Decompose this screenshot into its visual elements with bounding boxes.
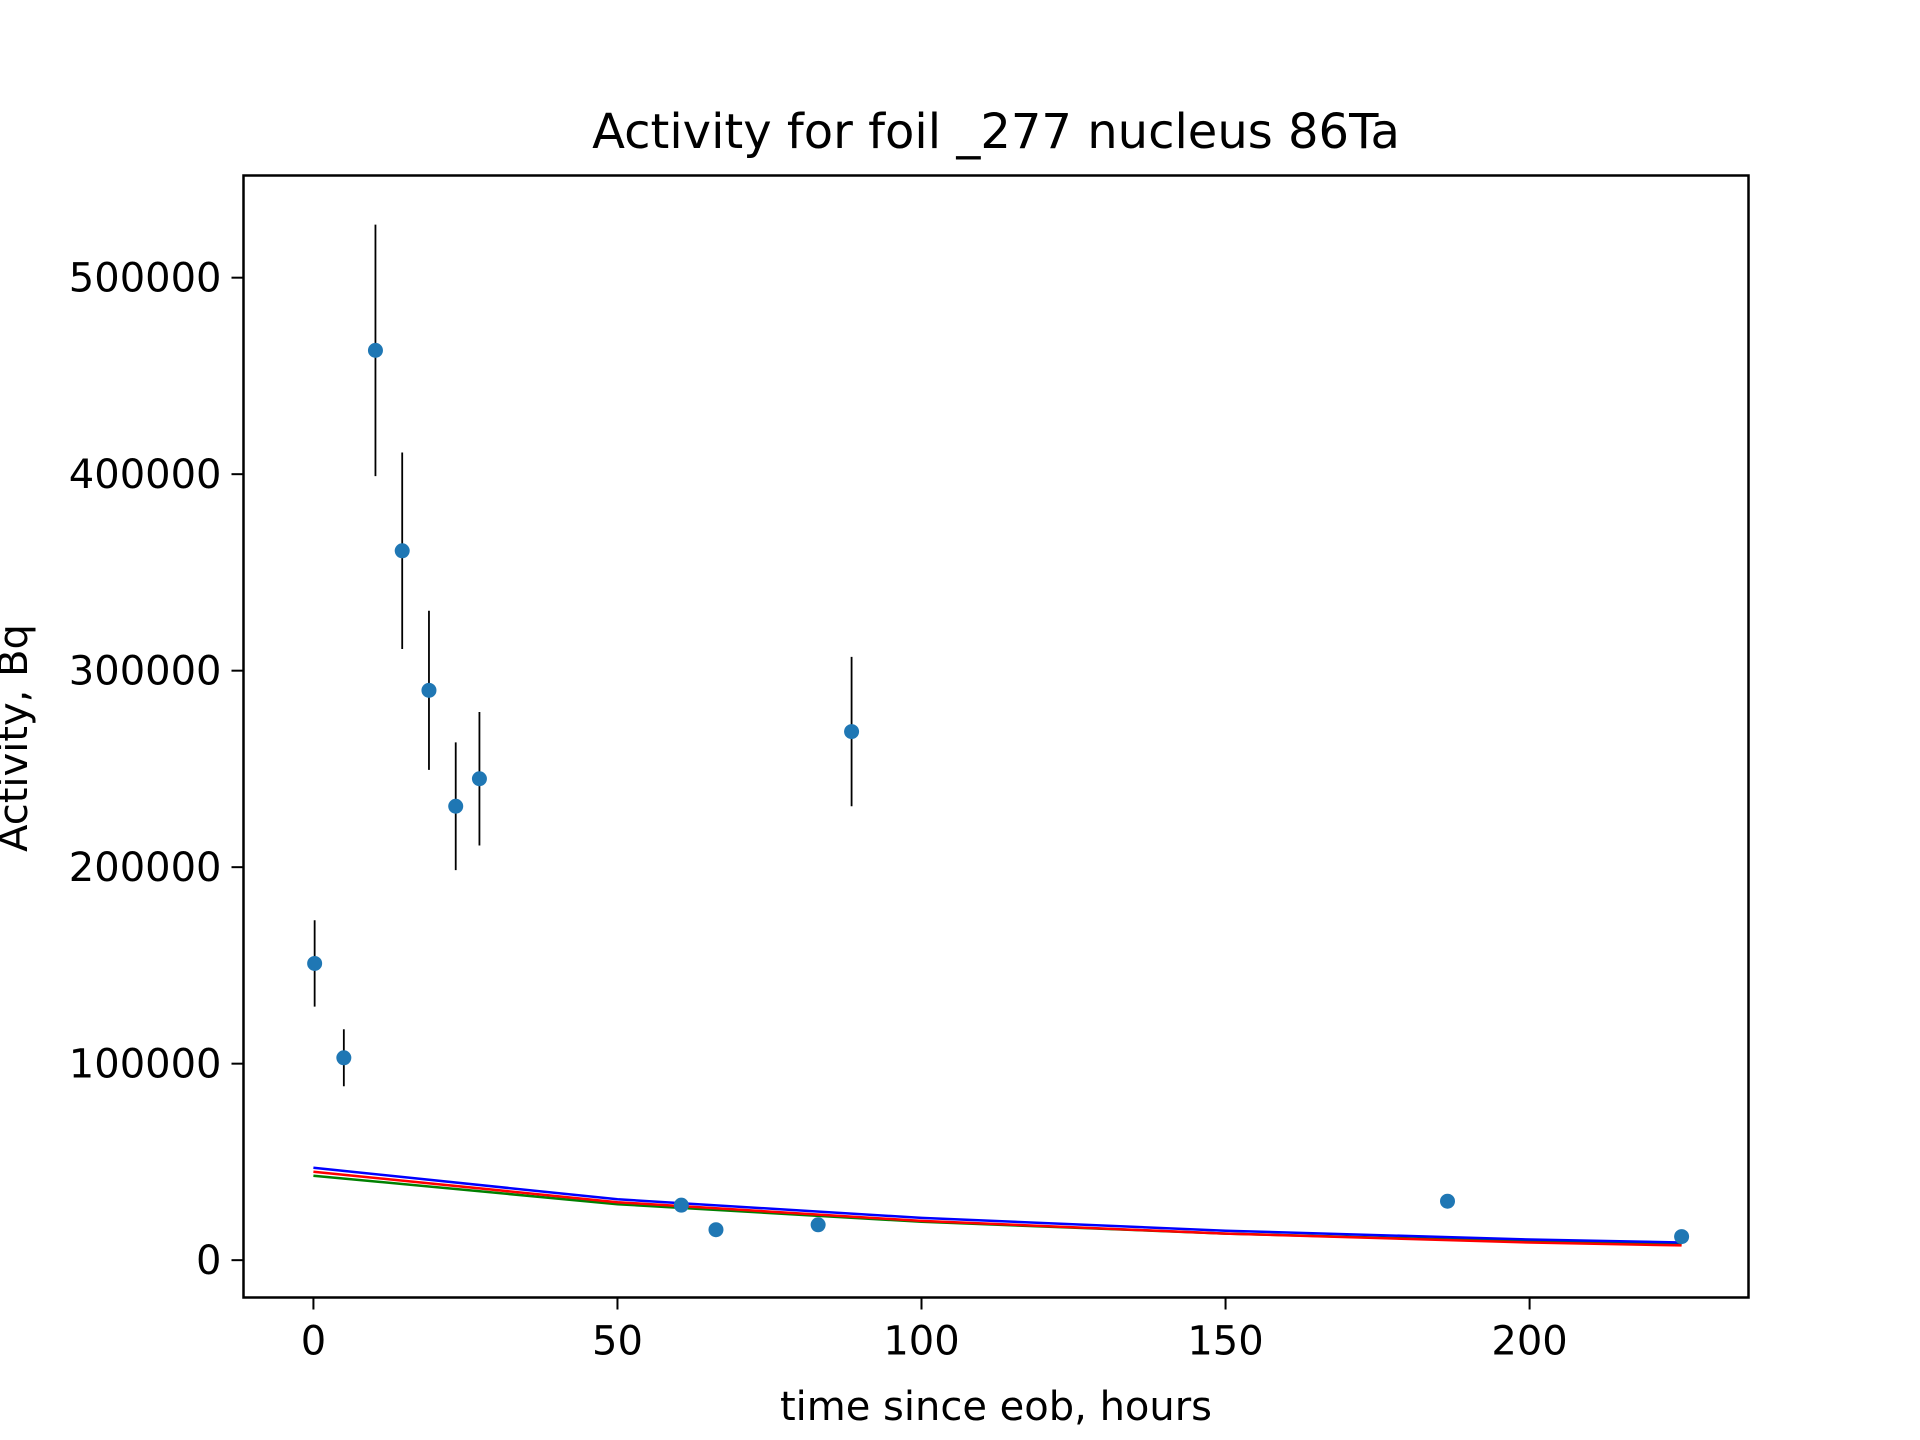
- chart-title: Activity for foil _277 nucleus 86Ta: [592, 104, 1400, 160]
- x-axis-title: time since eob, hours: [780, 1384, 1212, 1430]
- data-point-7: [673, 1197, 689, 1213]
- data-point-9: [810, 1217, 826, 1233]
- y-axis-title: Activity, Bq: [0, 624, 37, 852]
- fit-curve-1: [313, 1170, 1682, 1247]
- data-point-0: [307, 955, 323, 971]
- data-point-3: [394, 543, 410, 559]
- y-tick-label-2: 200000: [69, 845, 222, 891]
- data-point-5: [448, 798, 464, 814]
- plot-frame: [242, 174, 1750, 1299]
- data-point-10: [844, 724, 860, 740]
- fit-curve-2: [313, 1166, 1682, 1244]
- x-tick-label-0: 0: [301, 1319, 326, 1365]
- data-point-1: [336, 1050, 352, 1066]
- x-tick-label-1: 50: [592, 1319, 643, 1365]
- y-tick-label-4: 400000: [69, 452, 222, 498]
- y-tick-label-5: 500000: [69, 256, 222, 302]
- y-tick-label-3: 300000: [69, 649, 222, 695]
- y-tick-label-1: 100000: [69, 1042, 222, 1088]
- x-tick-label-3: 150: [1187, 1319, 1263, 1365]
- plot-area: 0 50 100 150 200 0 100000 200000 300000 400000 500…: [69, 224, 1690, 1365]
- y-tick-label-0: 0: [196, 1238, 221, 1284]
- data-point-12: [1674, 1229, 1690, 1245]
- data-point-6: [471, 771, 487, 787]
- data-point-11: [1440, 1193, 1455, 1209]
- data-point-2: [367, 342, 383, 358]
- data-point-4: [421, 682, 437, 698]
- data-point-8: [708, 1222, 724, 1238]
- x-tick-label-2: 100: [883, 1319, 959, 1365]
- x-tick-label-4: 200: [1491, 1319, 1567, 1365]
